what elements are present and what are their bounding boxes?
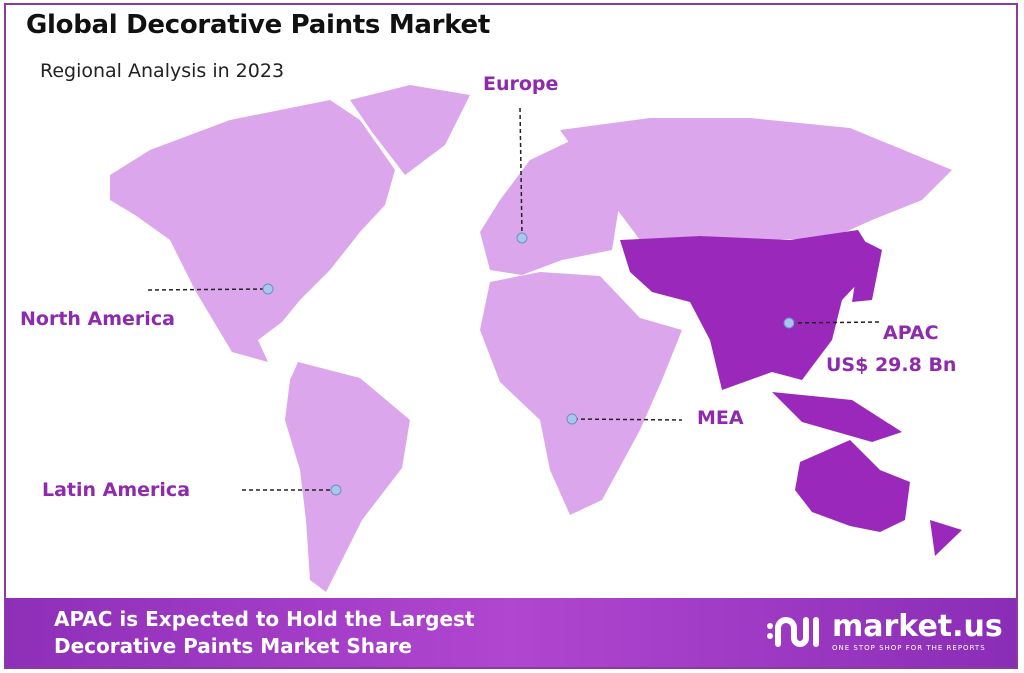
infographic-frame (4, 3, 1018, 669)
europe-marker (516, 232, 528, 244)
page-subtitle: Regional Analysis in 2023 (40, 60, 285, 82)
footer-line-1: APAC is Expected to Hold the Largest (54, 607, 475, 631)
page-title: Global Decorative Paints Market (26, 10, 490, 40)
apac-marker (783, 317, 795, 329)
region-greenland (350, 85, 470, 175)
region-mea (480, 272, 682, 515)
label-latin-america: Latin America (42, 479, 191, 501)
apac-leader-line (790, 321, 881, 324)
footer-banner: APAC is Expected to Hold the Largest Dec… (6, 598, 1016, 667)
logo-mark-icon (767, 617, 819, 647)
mea-marker (566, 413, 578, 425)
region-europe (480, 140, 620, 275)
world-map (110, 85, 962, 592)
label-north-america: North America (20, 308, 175, 330)
region-new-zealand (930, 520, 962, 556)
europe-leader-line (519, 107, 523, 237)
label-apac-value: US$ 29.8 Bn (826, 354, 957, 376)
label-mea: MEA (697, 407, 744, 429)
region-latin-america (285, 362, 410, 592)
footer-message: APAC is Expected to Hold the Largest Dec… (54, 606, 475, 660)
region-southeast-asia-islands (772, 392, 902, 442)
footer-line-2: Decorative Paints Market Share (54, 634, 412, 658)
region-north-asia (560, 118, 952, 240)
label-europe: Europe (483, 73, 559, 95)
region-australia (795, 440, 910, 532)
region-apac-mainland (620, 230, 878, 390)
label-apac: APAC (883, 322, 939, 344)
north-america-marker (262, 283, 274, 295)
north-america-leader-line (147, 288, 267, 291)
region-north-america (110, 100, 395, 362)
region-japan (852, 240, 882, 302)
logo-name: market.us (832, 609, 1003, 644)
market-us-logo: market.us ONE STOP SHOP FOR THE REPORTS (764, 612, 1003, 652)
latin-america-marker (330, 484, 342, 496)
logo-tagline: ONE STOP SHOP FOR THE REPORTS (832, 644, 986, 652)
